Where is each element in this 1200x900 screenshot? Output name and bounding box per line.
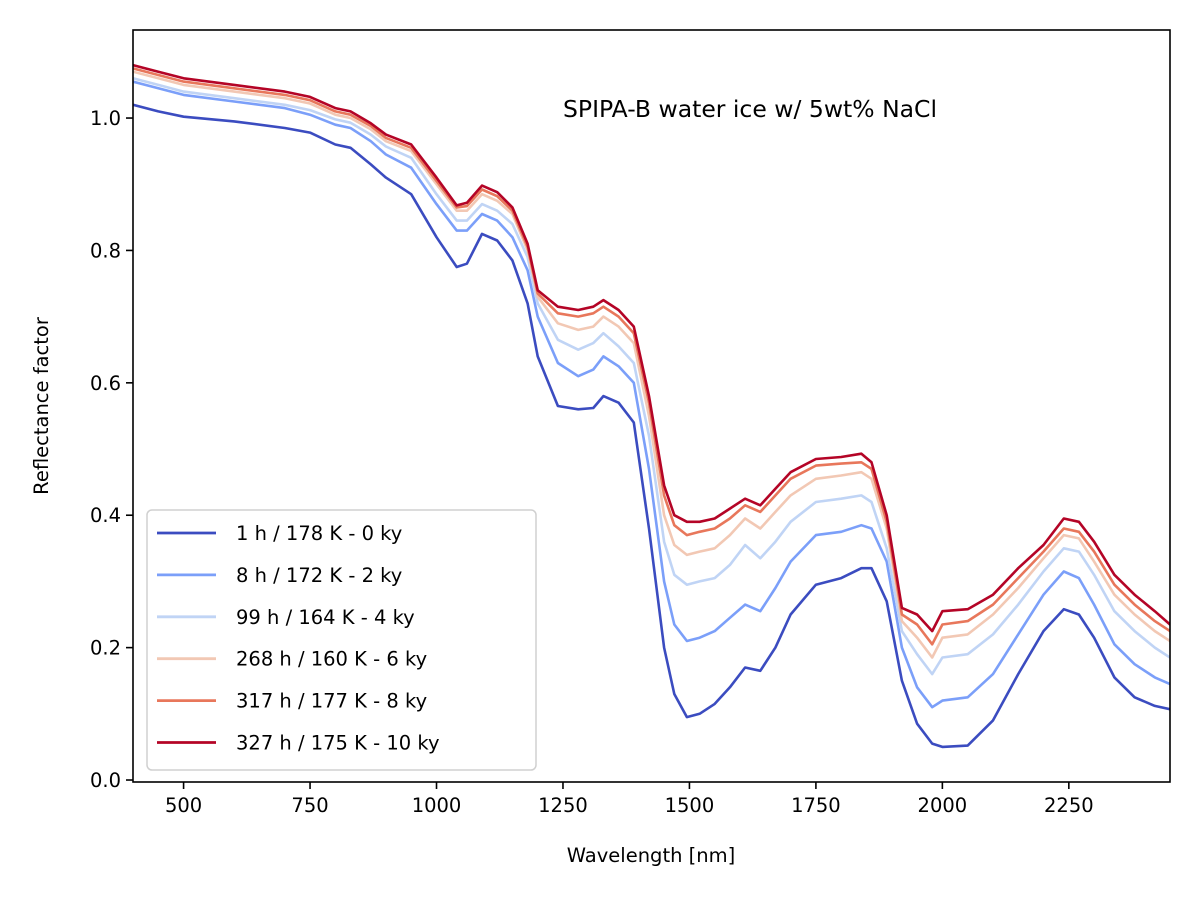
series-group [133,63,1170,749]
y-tick-label: 0.0 [90,769,121,792]
legend: 1 h / 178 K - 0 ky 8 h / 172 K - 2 ky 99 h… [146,509,537,771]
x-axis: 500 750 1000 1250 1500 1750 2000 2250 [165,782,1094,817]
x-tick-label: 1750 [791,794,841,817]
legend-label-2: 99 h / 164 K - 4 ky [236,606,415,629]
x-tick-label: 1000 [412,794,462,817]
series-line-4 [133,67,1170,646]
chart-annotation: SPIPA-B water ice w/ 5wt% NaCl [563,95,937,123]
x-tick-label: 1500 [665,794,715,817]
series-line-5 [133,63,1170,633]
y-tick-label: 0.4 [90,504,121,527]
series-line-2 [133,77,1170,676]
series-line-3 [133,70,1170,659]
x-tick-label: 2250 [1044,794,1094,817]
legend-label-1: 8 h / 172 K - 2 ky [236,564,402,587]
series-line-0 [133,103,1170,749]
axes-frame [132,29,1171,783]
legend-label-5: 327 h / 175 K - 10 ky [236,732,440,755]
legend-label-4: 317 h / 177 K - 8 ky [236,690,427,713]
legend-label-3: 268 h / 160 K - 6 ky [236,648,427,671]
series-line-1 [133,80,1170,709]
y-axis: 0.0 0.2 0.4 0.6 0.8 1.0 [90,107,133,792]
x-tick-label: 1250 [538,794,588,817]
legend-label-0: 1 h / 178 K - 0 ky [236,522,402,545]
x-tick-label: 500 [165,794,202,817]
y-tick-label: 0.8 [90,239,121,262]
y-tick-label: 1.0 [90,107,121,130]
legend-box [146,509,537,771]
x-tick-label: 750 [291,794,328,817]
x-axis-label: Wavelength [nm] [567,844,735,867]
y-axis-label: Reflectance factor [30,316,53,495]
y-tick-label: 0.2 [90,637,121,660]
y-tick-label: 0.6 [90,372,121,395]
x-tick-label: 2000 [918,794,968,817]
